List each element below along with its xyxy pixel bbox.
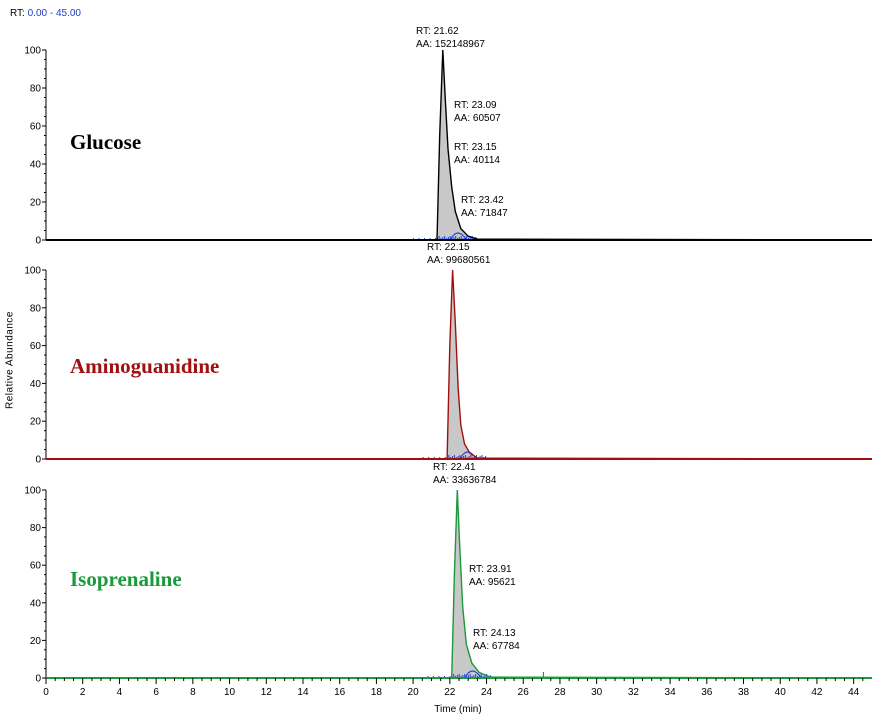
compound-name-aminoguanidine: Aminoguanidine: [70, 354, 220, 378]
y-tick-label: 80: [30, 84, 42, 95]
peak-annotation-rt: RT: 23.42: [461, 195, 504, 206]
peak-annotation-rt: RT: 22.15: [427, 242, 470, 253]
x-tick-label: 18: [371, 687, 383, 698]
x-tick-label: 28: [554, 687, 566, 698]
x-tick-label: 40: [775, 687, 787, 698]
peak-annotation-aa: AA: 152148967: [416, 39, 485, 50]
x-tick-label: 6: [153, 687, 159, 698]
y-tick-label: 100: [24, 486, 41, 497]
peak-annotation-aa: AA: 95621: [469, 577, 516, 588]
x-tick-label: 42: [811, 687, 823, 698]
peak-annotation-rt: RT: 24.13: [473, 628, 516, 639]
y-tick-label: 0: [35, 236, 41, 247]
x-tick-label: 38: [738, 687, 750, 698]
x-tick-label: 44: [848, 687, 860, 698]
y-tick-label: 60: [30, 122, 42, 133]
x-tick-label: 16: [334, 687, 346, 698]
peak-annotation-rt: RT: 22.41: [433, 462, 476, 473]
y-tick-label: 80: [30, 303, 42, 314]
x-tick-label: 4: [117, 687, 123, 698]
x-tick-label: 12: [261, 687, 273, 698]
x-tick-label: 14: [297, 687, 309, 698]
x-tick-label: 26: [518, 687, 530, 698]
y-tick-label: 40: [30, 598, 42, 609]
y-tick-label: 100: [24, 46, 41, 57]
x-tick-label: 32: [628, 687, 640, 698]
y-tick-label: 80: [30, 523, 42, 534]
x-tick-label: 24: [481, 687, 493, 698]
y-tick-label: 60: [30, 341, 42, 352]
x-tick-label: 10: [224, 687, 236, 698]
peak-annotation-rt: RT: 23.15: [454, 142, 497, 153]
y-tick-label: 0: [35, 455, 41, 466]
x-tick-label: 30: [591, 687, 603, 698]
peak-annotation-aa: AA: 60507: [454, 113, 501, 124]
peak-annotation-rt: RT: 23.09: [454, 100, 497, 111]
y-tick-label: 0: [35, 674, 41, 685]
x-tick-label: 0: [43, 687, 49, 698]
x-tick-label: 2: [80, 687, 86, 698]
x-tick-label: 20: [408, 687, 420, 698]
peak-annotation-aa: AA: 33636784: [433, 475, 497, 486]
compound-name-isoprenaline: Isoprenaline: [70, 567, 182, 591]
x-tick-label: 34: [665, 687, 677, 698]
series-line: [46, 49, 872, 241]
peak-annotation-aa: AA: 71847: [461, 208, 508, 219]
y-tick-label: 20: [30, 417, 42, 428]
series-line: [46, 489, 872, 679]
integration-baseline: [464, 670, 482, 679]
y-tick-label: 40: [30, 160, 42, 171]
peak-annotation-aa: AA: 99680561: [427, 255, 491, 266]
y-tick-label: 100: [24, 266, 41, 277]
rt-range-prefix: RT:: [10, 8, 25, 19]
peak-annotation-rt: RT: 21.62: [416, 26, 459, 37]
integration-baseline: [449, 232, 468, 241]
peak-area-fill: [437, 50, 478, 240]
series-line: [46, 269, 872, 460]
y-tick-label: 60: [30, 561, 42, 572]
x-axis-label: Time (min): [434, 704, 482, 715]
y-tick-label: 20: [30, 198, 42, 209]
x-tick-label: 36: [701, 687, 713, 698]
rt-range-value: 0.00 - 45.00: [27, 8, 81, 19]
peak-annotation-aa: AA: 40114: [454, 155, 500, 166]
y-tick-label: 40: [30, 379, 42, 390]
peak-annotation-aa: AA: 67784: [473, 641, 520, 652]
x-tick-label: 8: [190, 687, 196, 698]
peak-area-fill: [451, 490, 491, 678]
rt-range-label: RT: 0.00 - 45.00: [10, 8, 81, 19]
peak-annotation-rt: RT: 23.91: [469, 564, 512, 575]
compound-name-glucose: Glucose: [70, 130, 142, 154]
x-tick-label: 22: [444, 687, 456, 698]
y-tick-label: 20: [30, 636, 42, 647]
